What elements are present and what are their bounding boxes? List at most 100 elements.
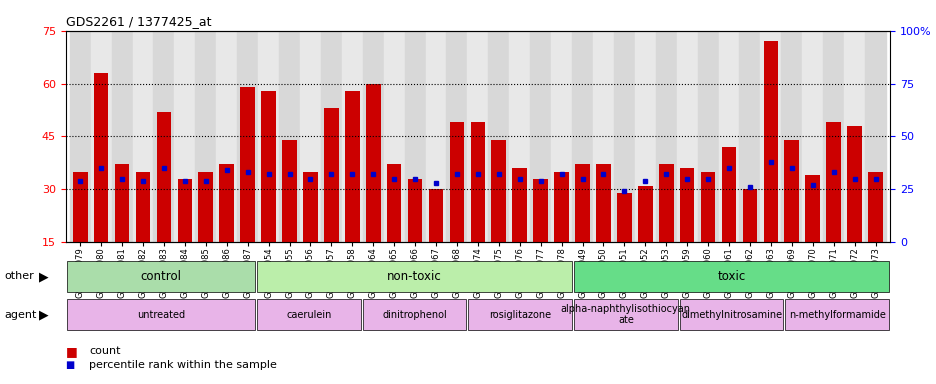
Bar <box>530 31 550 242</box>
Bar <box>592 31 613 242</box>
Bar <box>843 31 864 242</box>
Bar <box>198 172 212 295</box>
Bar <box>550 31 572 242</box>
Text: ▶: ▶ <box>39 308 49 321</box>
Text: dinitrophenol: dinitrophenol <box>382 310 446 320</box>
Bar <box>655 31 676 242</box>
Bar <box>237 31 257 242</box>
Bar <box>94 73 109 295</box>
Bar <box>111 31 132 242</box>
Bar <box>864 31 885 242</box>
Bar <box>66 261 255 292</box>
Bar <box>721 147 736 295</box>
Bar <box>554 172 568 295</box>
Bar <box>742 189 756 295</box>
Text: dimethylnitrosamine: dimethylnitrosamine <box>680 310 782 320</box>
Bar <box>467 31 488 242</box>
Text: count: count <box>89 346 121 356</box>
Text: other: other <box>5 271 35 281</box>
Text: caerulein: caerulein <box>285 310 331 320</box>
Bar <box>763 41 778 295</box>
Bar <box>136 172 150 295</box>
Bar <box>509 31 530 242</box>
Bar <box>132 31 154 242</box>
Bar <box>240 87 255 295</box>
Bar <box>344 91 359 295</box>
Bar <box>320 31 342 242</box>
Bar <box>303 172 317 295</box>
Text: toxic: toxic <box>717 270 745 283</box>
Text: non-toxic: non-toxic <box>387 270 442 283</box>
Bar <box>613 31 635 242</box>
Bar <box>404 31 425 242</box>
Bar <box>73 172 87 295</box>
Text: untreated: untreated <box>137 310 184 320</box>
Bar <box>446 31 467 242</box>
Bar <box>805 175 819 295</box>
Bar <box>383 31 404 242</box>
Text: percentile rank within the sample: percentile rank within the sample <box>89 360 277 370</box>
Text: GDS2261 / 1377425_at: GDS2261 / 1377425_at <box>66 15 211 28</box>
Bar <box>575 164 589 295</box>
Text: ■: ■ <box>66 360 75 370</box>
Text: rosiglitazone: rosiglitazone <box>489 310 550 320</box>
Bar <box>449 122 463 295</box>
Bar <box>574 261 888 292</box>
Bar <box>156 112 171 295</box>
Bar <box>572 31 592 242</box>
Bar <box>801 31 823 242</box>
Bar <box>739 31 760 242</box>
Bar <box>342 31 362 242</box>
Bar <box>256 261 571 292</box>
Text: agent: agent <box>5 310 37 320</box>
Bar <box>366 84 380 295</box>
Bar <box>846 126 861 295</box>
Bar <box>407 179 422 295</box>
Text: ■: ■ <box>66 345 78 358</box>
Bar <box>718 31 739 242</box>
Bar <box>533 179 548 295</box>
Bar <box>512 168 526 295</box>
Text: ▶: ▶ <box>39 270 49 283</box>
Bar <box>823 31 843 242</box>
Bar <box>658 164 673 295</box>
Bar <box>680 168 694 295</box>
Bar <box>468 300 571 330</box>
Bar <box>595 164 610 295</box>
Bar <box>826 122 841 295</box>
Bar <box>177 179 192 295</box>
Bar <box>257 31 279 242</box>
Bar <box>256 300 360 330</box>
Bar <box>300 31 320 242</box>
Bar <box>362 300 466 330</box>
Bar <box>760 31 781 242</box>
Bar <box>783 140 798 295</box>
Bar <box>91 31 111 242</box>
Bar <box>574 300 677 330</box>
Bar <box>216 31 237 242</box>
Bar <box>635 31 655 242</box>
Bar <box>697 31 718 242</box>
Bar <box>219 164 234 295</box>
Bar <box>154 31 174 242</box>
Bar <box>488 31 509 242</box>
Bar <box>174 31 195 242</box>
Bar <box>676 31 697 242</box>
Text: n-methylformamide: n-methylformamide <box>788 310 885 320</box>
Bar <box>784 300 888 330</box>
Bar <box>429 189 443 295</box>
Bar <box>195 31 216 242</box>
Bar <box>387 164 401 295</box>
Bar <box>700 172 715 295</box>
Text: control: control <box>140 270 181 283</box>
Bar <box>69 31 91 242</box>
Bar <box>781 31 801 242</box>
Bar <box>114 164 129 295</box>
Bar <box>282 140 297 295</box>
Bar <box>261 91 275 295</box>
Bar <box>491 140 505 295</box>
Bar <box>679 300 782 330</box>
Bar <box>66 300 255 330</box>
Bar <box>362 31 383 242</box>
Bar <box>617 193 631 295</box>
